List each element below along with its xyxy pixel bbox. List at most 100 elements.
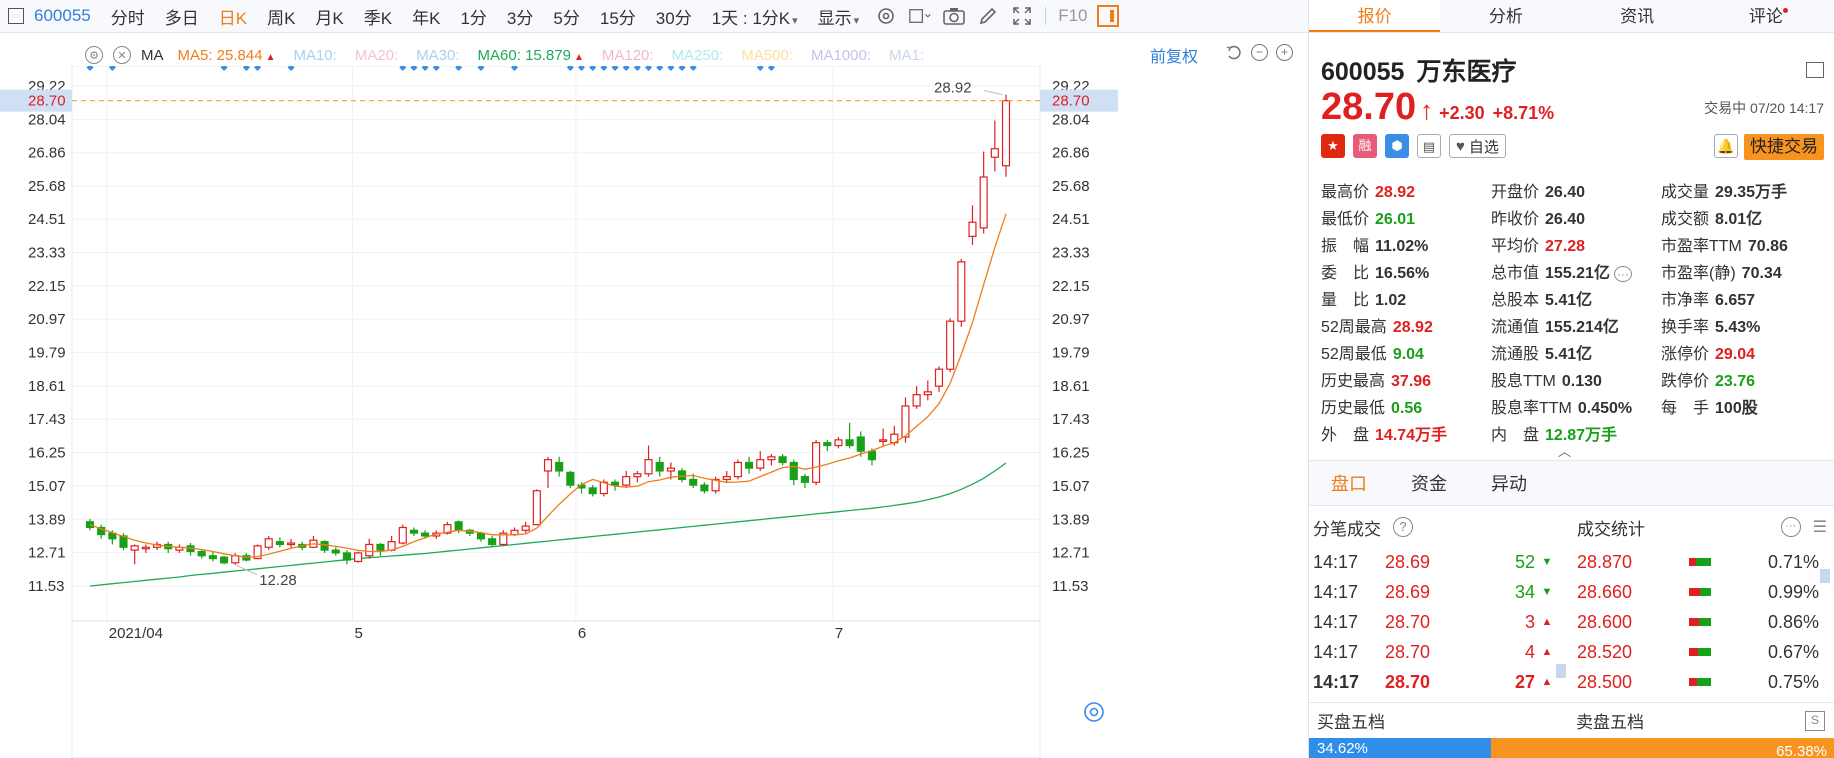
- stat-cell: 市盈率TTM 70.86: [1661, 232, 1831, 256]
- fullscreen-icon[interactable]: [1011, 5, 1033, 27]
- tick-row: 14:17 28.70 3 ▲: [1309, 607, 1567, 637]
- candle: [197, 550, 206, 559]
- candle-body: [242, 555, 251, 561]
- ma-legend-item[interactable]: MA60: 15.879 ▲: [478, 47, 584, 64]
- display-menu[interactable]: 显示 ▾: [818, 4, 860, 29]
- note-icon[interactable]: ▤: [1417, 134, 1441, 158]
- adjust-mode-button[interactable]: 前复权: [1150, 49, 1199, 66]
- detail-subtab[interactable]: 资金: [1411, 474, 1447, 494]
- ma-legend-item[interactable]: MA30:: [416, 47, 459, 64]
- candle-body: [934, 368, 944, 387]
- current-price-line: 28.70 28.70: [0, 89, 1118, 112]
- more-icon[interactable]: ···: [1780, 517, 1801, 537]
- scroll-indicator[interactable]: [1820, 569, 1830, 583]
- ma-legend-item[interactable]: MA1:: [889, 47, 924, 64]
- sidebar-toggle-icon[interactable]: [8, 8, 24, 24]
- multi-period-select[interactable]: 1天 : 1分K ▾: [712, 4, 798, 29]
- stat-cell: 市盈率(静) 70.34: [1661, 259, 1831, 283]
- period-tab[interactable]: 月K: [315, 8, 344, 28]
- buy-share: [1689, 588, 1700, 596]
- expand-icon[interactable]: S: [1805, 710, 1825, 731]
- ma-legend-item[interactable]: MA5: 25.844 ▲: [178, 47, 276, 64]
- ma-legend-item[interactable]: MA1000:: [811, 47, 871, 64]
- period-tab[interactable]: 15分: [599, 8, 636, 28]
- candle-body: [253, 545, 262, 560]
- candle: [555, 456, 564, 477]
- y-tick-label: 23.33: [1052, 244, 1090, 261]
- period-tab[interactable]: 季K: [363, 8, 393, 28]
- y-tick-label: 23.33: [28, 244, 66, 261]
- chart-zoom-controls: − +: [1225, 44, 1293, 65]
- panel-tab[interactable]: 评论: [1703, 0, 1834, 32]
- ma-legend-item[interactable]: MA20:: [355, 47, 398, 64]
- candle: [934, 366, 944, 392]
- scroll-indicator[interactable]: [1556, 664, 1566, 678]
- ma-legend-item[interactable]: MA500:: [741, 47, 793, 64]
- last-price: 28.70: [1321, 86, 1417, 128]
- period-tab[interactable]: 1分: [460, 8, 487, 28]
- period-tab[interactable]: 多日: [164, 8, 199, 28]
- signal-marker: [410, 66, 418, 71]
- detail-subtab[interactable]: 异动: [1491, 474, 1527, 494]
- period-tab[interactable]: 30分: [655, 8, 692, 28]
- stat-value: 6.657: [1715, 291, 1756, 309]
- panel-toggle-icon[interactable]: [1097, 5, 1120, 27]
- chevron-up-icon[interactable]: ︿: [1558, 444, 1572, 459]
- panel-tab[interactable]: 资讯: [1572, 0, 1703, 32]
- panel-tab[interactable]: 分析: [1440, 0, 1571, 32]
- camera-icon[interactable]: [943, 5, 965, 27]
- kline-chart[interactable]: 29.2228.0426.8625.6824.5123.3322.1520.97…: [0, 66, 1308, 758]
- candle-body: [655, 461, 664, 472]
- bell-alert-icon[interactable]: 🔔: [1714, 134, 1738, 158]
- ma-legend-item[interactable]: MA10:: [293, 47, 336, 64]
- signal-marker: [108, 66, 116, 71]
- tag-icon[interactable]: ⬢: [1385, 134, 1409, 158]
- more-icon[interactable]: ···: [1613, 265, 1632, 282]
- y-axis-right: 29.2228.0426.8625.6824.5123.3322.1520.97…: [1052, 78, 1090, 595]
- gear-icon[interactable]: ⚙: [85, 46, 103, 64]
- panel-tab[interactable]: 报价: [1309, 0, 1441, 32]
- period-tab[interactable]: 3分: [506, 8, 534, 28]
- add-watchlist-button[interactable]: ♥ 自选: [1449, 134, 1506, 158]
- candle: [633, 470, 642, 483]
- ma-legend-item[interactable]: MA250:: [672, 47, 724, 64]
- stat-value: 12.87万手: [1545, 426, 1618, 444]
- period-tab[interactable]: 分时: [110, 8, 145, 28]
- stat-cell: 最低价 26.01: [1321, 205, 1491, 229]
- zoom-out-icon[interactable]: −: [1251, 44, 1268, 61]
- zoom-in-icon[interactable]: +: [1276, 44, 1293, 61]
- frame-select-icon[interactable]: [909, 5, 931, 27]
- stat-label: 52周最高: [1321, 318, 1387, 336]
- candle-body: [555, 461, 564, 472]
- period-tab[interactable]: 年K: [412, 8, 441, 28]
- quick-trade-button[interactable]: 快捷交易: [1744, 134, 1824, 160]
- ma-legend-label: MA1000:: [810, 46, 872, 64]
- chart-toolbar: 600055 分时 多日 日K 周K 月K 季K 年K 1分 3分 5分 15分 30分 1天 : 1…: [0, 0, 1308, 33]
- stats-row: 最低价 26.01 昨收价 26.40 成交额 8.01亿: [1321, 203, 1831, 230]
- quote-panel: 报价 分析 资讯 评论 600055 万东医疗 28.70 ↑ +2.30 +8.71%…: [1308, 0, 1834, 758]
- help-icon[interactable]: ?: [1393, 517, 1413, 537]
- stat-value: 155.214亿: [1545, 318, 1619, 336]
- stat-value: 28.92: [1375, 183, 1416, 201]
- list-icon[interactable]: ☰: [1812, 519, 1827, 536]
- period-tab[interactable]: 周K: [267, 8, 296, 28]
- stat-value: 27.28: [1545, 237, 1586, 255]
- pen-draw-icon[interactable]: [977, 5, 999, 27]
- candle: [365, 538, 374, 559]
- panel-layout-icon[interactable]: [1806, 62, 1824, 78]
- close-icon[interactable]: ✕: [113, 46, 131, 64]
- f10-button[interactable]: F10: [1058, 6, 1088, 25]
- buy-share: [1689, 678, 1697, 686]
- undo-icon[interactable]: [1225, 44, 1243, 65]
- stat-cell: 股息TTM 0.130: [1491, 367, 1661, 391]
- detail-subtab[interactable]: 盘口: [1331, 474, 1367, 494]
- ma-items: MA5: 25.844 ▲ MA10: MA20: MA30: MA60: 15.879 ▲…: [178, 47, 943, 64]
- y-tick-label: 24.51: [1052, 211, 1090, 228]
- ma-legend-item[interactable]: MA120:: [602, 47, 654, 64]
- period-tab[interactable]: 5分: [553, 8, 580, 28]
- settings-icon[interactable]: [875, 5, 897, 27]
- ma-indicator-name[interactable]: MA: [141, 46, 164, 64]
- y-tick-label: 18.61: [28, 378, 66, 395]
- period-tab[interactable]: 日K: [218, 8, 248, 28]
- x-axis: 2021/04 5 6 7: [109, 625, 843, 642]
